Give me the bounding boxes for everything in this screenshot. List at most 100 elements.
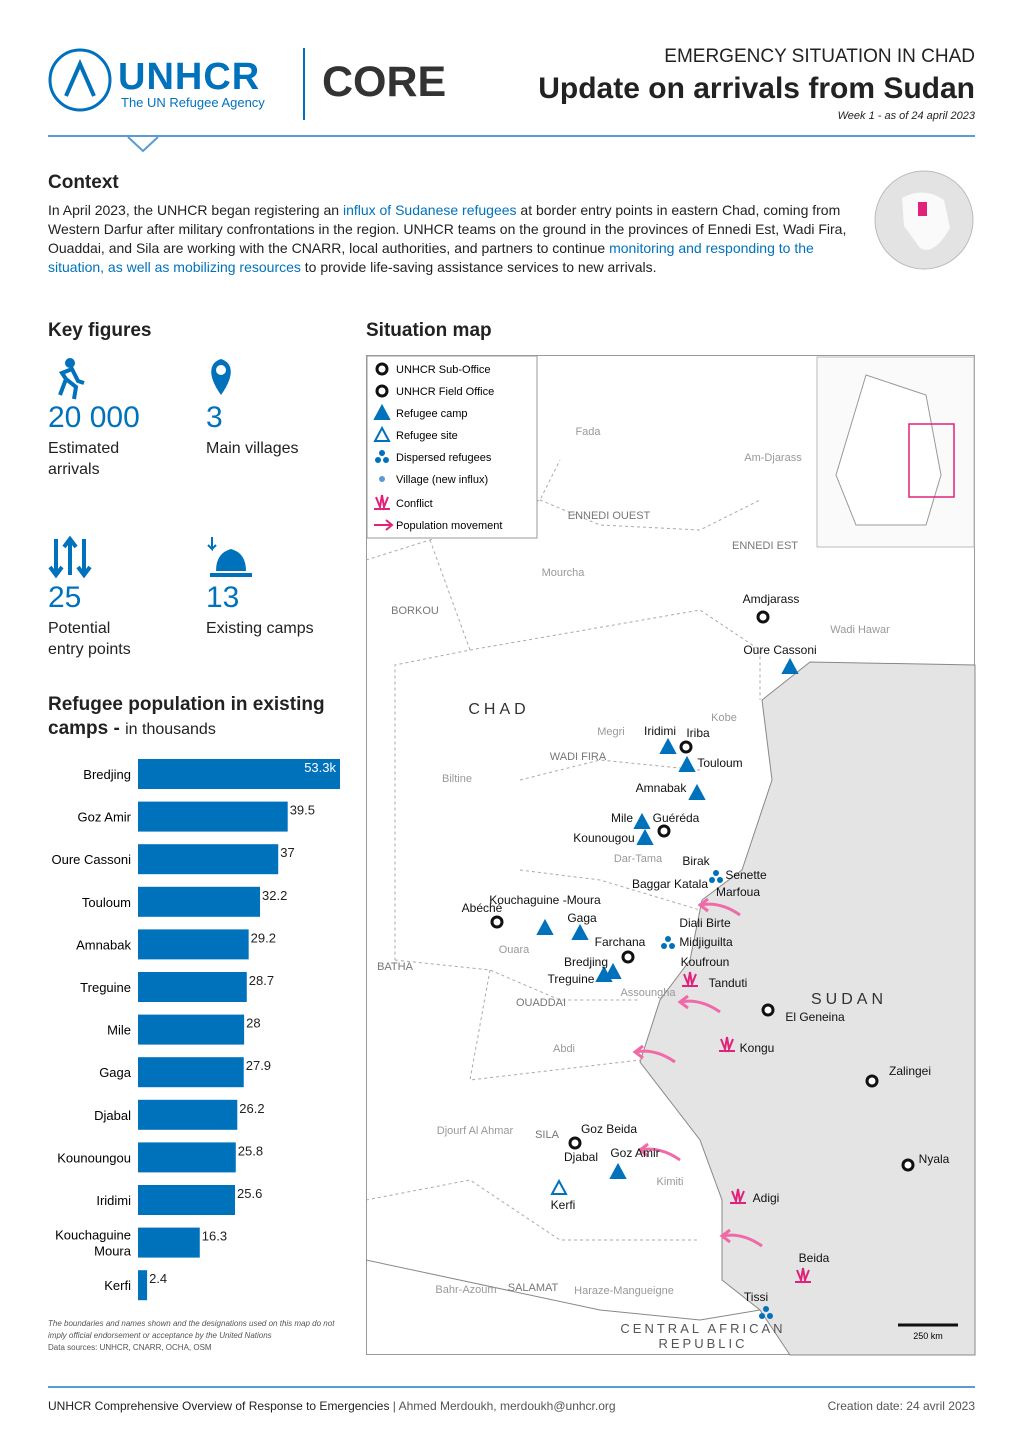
category-label: Iridimi <box>96 1193 131 1208</box>
value-label: 39.5 <box>290 803 315 818</box>
map-label: Kimiti <box>657 1176 684 1188</box>
key-figure-label: Main villages <box>206 440 299 457</box>
office-symbol <box>756 610 770 624</box>
camp-symbol <box>781 657 799 674</box>
bar <box>138 929 249 960</box>
sources: Data sources: UNHCR, CNARR, OCHA, OSM <box>48 1343 212 1352</box>
legend-box <box>366 355 538 539</box>
conflict-symbol <box>730 1188 746 1205</box>
bar <box>138 886 261 917</box>
movement-arrow <box>719 1228 763 1248</box>
office-symbol <box>621 950 635 964</box>
bar <box>138 844 279 875</box>
chart-title: Refugee population in existing camps - <box>48 694 325 739</box>
category-label: Treguine <box>80 980 131 995</box>
map-label: Abdi <box>553 1043 575 1055</box>
province-border <box>394 959 640 1001</box>
globe <box>874 170 974 270</box>
map-label: Goz Amir <box>610 1146 659 1160</box>
category-label: Kounoungou <box>57 1150 131 1165</box>
bar <box>138 1142 236 1173</box>
movement-arrow <box>632 1044 676 1064</box>
map-label: Goz Beida <box>581 1122 637 1136</box>
category-label: Mile <box>107 1023 131 1038</box>
notes: The boundaries and names shown and the d… <box>48 1318 343 1354</box>
map-label: Tissi <box>744 1290 768 1304</box>
category-label: Touloum <box>82 895 131 910</box>
key-figure-value: 25 <box>48 581 82 614</box>
map-label: Wadi Hawar <box>830 624 890 636</box>
bar <box>138 1057 244 1088</box>
dispersed-symbol <box>759 1313 765 1319</box>
conflict-symbol <box>795 1267 811 1284</box>
province-border <box>469 609 761 700</box>
camp-symbol <box>678 755 696 772</box>
office-symbol <box>679 740 693 754</box>
value-label: 16.3 <box>202 1229 227 1244</box>
dispersed-symbol <box>375 457 381 463</box>
map-label: CENTRAL AFRICAN <box>620 1321 785 1336</box>
key-figure-value: 3 <box>206 401 223 434</box>
footer-title: UNHCR Comprehensive Overview of Response… <box>48 1399 390 1413</box>
province-border <box>366 1179 700 1241</box>
map-label: BORKOU <box>391 605 439 617</box>
dispersed-symbol <box>763 1306 769 1312</box>
map-label: SUDAN <box>811 991 887 1008</box>
map-label: Assoungha <box>620 987 676 999</box>
chart-subtitle: in thousands <box>125 721 216 738</box>
map-label: Iridimi <box>644 724 676 738</box>
footer-rule <box>48 1386 975 1388</box>
camp-symbol <box>536 918 554 935</box>
map-label: El Geneina <box>785 1010 845 1024</box>
value-label: 53.3k <box>304 760 336 775</box>
map-label: Megri <box>597 726 625 738</box>
office-symbol <box>568 1136 582 1150</box>
dispersed-symbol <box>713 870 719 876</box>
category-label: Goz Amir <box>78 810 132 825</box>
map-label: Oure Cassoni <box>743 643 816 657</box>
map-label: Am-Djarass <box>744 452 802 464</box>
camp-symbol <box>659 737 677 754</box>
map-label: Beida <box>799 1251 830 1265</box>
movement-arrow <box>677 994 721 1014</box>
category-line: Kouchaguine <box>55 1228 131 1243</box>
context-span: to provide life-saving assistance servic… <box>300 259 657 275</box>
map-label: Nyala <box>919 1152 950 1166</box>
agency-sub: The UN Refugee Agency <box>121 95 265 110</box>
map-label: Bredjing <box>564 955 608 969</box>
map-label: Biltine <box>442 773 472 785</box>
legend-label: Refugee camp <box>396 408 468 420</box>
category-line: Moura <box>94 1244 132 1259</box>
map-label: Midjiguilta <box>679 935 733 949</box>
sudan-area <box>639 661 976 1356</box>
office-symbol <box>657 824 671 838</box>
category-label: Djabal <box>94 1108 131 1123</box>
footer-contact: | Ahmed Merdoukh, merdoukh@unhcr.org <box>389 1399 616 1413</box>
map-label: Farchana <box>595 935 646 949</box>
legend-label: Dispersed refugees <box>396 452 492 464</box>
map-label: Djourf Al Ahmar <box>437 1125 514 1137</box>
category-label: Kerfi <box>104 1278 131 1293</box>
map-label: Adigi <box>753 1191 780 1205</box>
conflict-symbol <box>374 494 390 511</box>
office-symbol <box>761 1003 775 1017</box>
inset-chad <box>835 374 942 526</box>
context-link: influx of Sudanese refugees <box>342 202 517 218</box>
value-label: 32.2 <box>262 888 287 903</box>
disclaimer: The boundaries and names shown and the d… <box>48 1319 335 1340</box>
movement-arrow <box>637 1142 681 1162</box>
map-label: Birak <box>682 854 710 868</box>
map-label: Bahr-Azoum <box>435 1284 496 1296</box>
key-figure-value: 13 <box>206 581 240 614</box>
key-figure-icon <box>211 359 231 395</box>
bar <box>138 1185 236 1215</box>
bar <box>138 801 288 832</box>
value-label: 25.6 <box>237 1186 262 1201</box>
value-label: 29.2 <box>251 930 276 945</box>
context-text: In April 2023, the UNHCR began registeri… <box>48 201 853 277</box>
bar <box>138 1099 238 1130</box>
map-label: Kounougou <box>573 831 634 845</box>
dispersed-symbol <box>709 877 715 883</box>
map-label: REPUBLIC <box>658 1336 747 1351</box>
legend-label: Conflict <box>396 498 433 510</box>
